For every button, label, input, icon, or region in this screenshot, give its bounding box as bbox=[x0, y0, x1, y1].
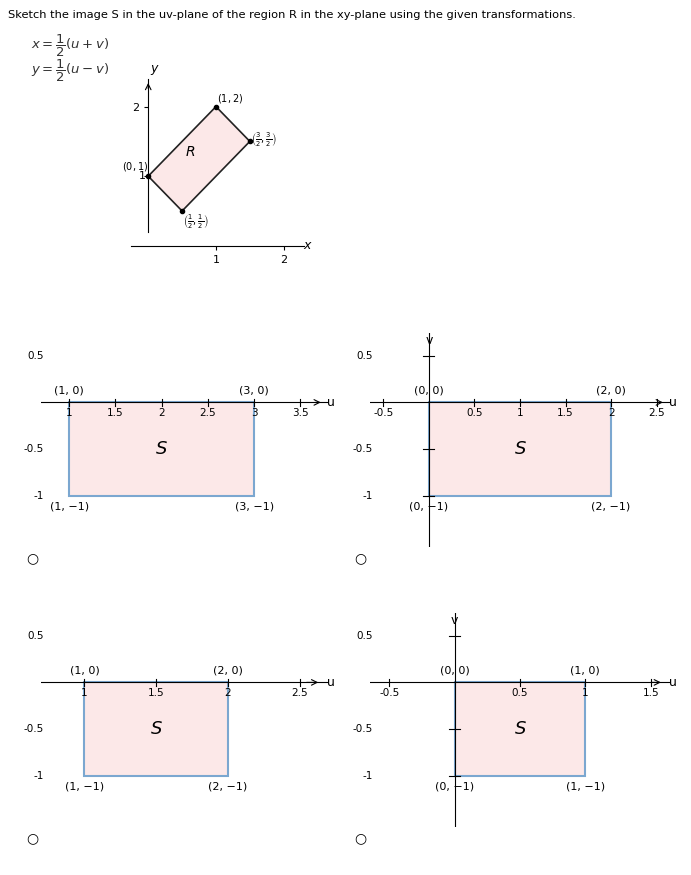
Text: (1, −1): (1, −1) bbox=[65, 781, 104, 791]
Bar bbox=[429, 402, 611, 495]
Text: -0.5: -0.5 bbox=[373, 409, 393, 418]
Text: (0, −1): (0, −1) bbox=[435, 781, 474, 791]
Text: 2: 2 bbox=[158, 409, 165, 418]
Text: 3: 3 bbox=[251, 409, 258, 418]
Text: 2.5: 2.5 bbox=[291, 689, 308, 698]
Text: 1: 1 bbox=[582, 689, 589, 698]
Text: 0.5: 0.5 bbox=[356, 631, 372, 640]
Text: 0.5: 0.5 bbox=[466, 409, 483, 418]
Text: $x$: $x$ bbox=[303, 239, 312, 252]
Text: 0.5: 0.5 bbox=[356, 351, 372, 360]
Text: (2, 0): (2, 0) bbox=[213, 666, 243, 676]
Text: 1: 1 bbox=[66, 409, 73, 418]
Text: (1, −1): (1, −1) bbox=[566, 781, 605, 791]
Text: Sketch the image S in the uv-plane of the region R in the xy-plane using the giv: Sketch the image S in the uv-plane of th… bbox=[8, 10, 576, 20]
Bar bbox=[69, 402, 254, 495]
Text: 1: 1 bbox=[139, 172, 146, 181]
Text: $S$: $S$ bbox=[513, 720, 527, 738]
Text: v: v bbox=[451, 614, 458, 627]
Text: -0.5: -0.5 bbox=[379, 689, 399, 698]
Text: (3, 0): (3, 0) bbox=[239, 386, 269, 396]
Text: $S$: $S$ bbox=[150, 720, 162, 738]
Text: (1, 0): (1, 0) bbox=[70, 666, 100, 676]
Text: $S$: $S$ bbox=[155, 440, 168, 458]
Text: (2, 0): (2, 0) bbox=[596, 386, 626, 396]
Text: 1.5: 1.5 bbox=[107, 409, 124, 418]
Text: (3, −1): (3, −1) bbox=[235, 501, 274, 511]
Text: (0, 0): (0, 0) bbox=[414, 386, 444, 396]
Text: $y = \dfrac{1}{2}(u - v)$: $y = \dfrac{1}{2}(u - v)$ bbox=[31, 58, 109, 84]
Text: -1: -1 bbox=[34, 771, 44, 780]
Text: v: v bbox=[425, 334, 433, 347]
Text: ○: ○ bbox=[354, 551, 366, 565]
Text: (1, 0): (1, 0) bbox=[571, 666, 600, 676]
Text: (2, −1): (2, −1) bbox=[208, 781, 247, 791]
Text: $y$: $y$ bbox=[149, 63, 160, 77]
Text: -0.5: -0.5 bbox=[352, 444, 372, 454]
Text: u: u bbox=[670, 396, 677, 409]
Text: -1: -1 bbox=[362, 491, 372, 500]
Text: ○: ○ bbox=[26, 551, 38, 565]
Text: 2: 2 bbox=[608, 409, 614, 418]
Text: -0.5: -0.5 bbox=[352, 724, 372, 734]
Text: (1, 0): (1, 0) bbox=[55, 386, 84, 396]
Text: $\left(\frac{1}{2}, \frac{1}{2}\right)$: $\left(\frac{1}{2}, \frac{1}{2}\right)$ bbox=[183, 213, 209, 231]
Text: 1: 1 bbox=[517, 409, 523, 418]
Text: ○: ○ bbox=[26, 831, 38, 845]
Text: 1.5: 1.5 bbox=[643, 689, 659, 698]
Text: 3.5: 3.5 bbox=[292, 409, 309, 418]
Text: u: u bbox=[327, 676, 334, 689]
Text: (1, −1): (1, −1) bbox=[50, 501, 88, 511]
Text: (0, −1): (0, −1) bbox=[409, 501, 448, 511]
Text: -1: -1 bbox=[362, 771, 372, 780]
Text: u: u bbox=[669, 676, 677, 689]
Polygon shape bbox=[149, 107, 250, 211]
Bar bbox=[84, 682, 228, 775]
Text: 1.5: 1.5 bbox=[557, 409, 574, 418]
Text: 2.5: 2.5 bbox=[200, 409, 216, 418]
Text: -0.5: -0.5 bbox=[23, 444, 44, 454]
Text: $S$: $S$ bbox=[513, 440, 527, 458]
Text: u: u bbox=[328, 396, 335, 409]
Text: 0.5: 0.5 bbox=[28, 631, 44, 640]
Text: 0.5: 0.5 bbox=[28, 351, 44, 360]
Text: $x = \dfrac{1}{2}(u + v)$: $x = \dfrac{1}{2}(u + v)$ bbox=[31, 33, 109, 60]
Text: (0, 0): (0, 0) bbox=[439, 666, 469, 676]
Text: $(1, 2)$: $(1, 2)$ bbox=[218, 92, 243, 105]
Text: 2: 2 bbox=[225, 689, 231, 698]
Text: 2.5: 2.5 bbox=[648, 409, 665, 418]
Text: 0.5: 0.5 bbox=[512, 689, 528, 698]
Text: $\left(\frac{3}{2}, \frac{3}{2}\right)$: $\left(\frac{3}{2}, \frac{3}{2}\right)$ bbox=[252, 131, 277, 149]
Text: 1.5: 1.5 bbox=[148, 689, 164, 698]
Text: $(0, 1)$: $(0, 1)$ bbox=[122, 160, 149, 172]
Text: -1: -1 bbox=[34, 491, 44, 500]
Text: (2, −1): (2, −1) bbox=[591, 501, 631, 511]
Text: $R$: $R$ bbox=[185, 145, 196, 159]
Bar bbox=[455, 682, 585, 775]
Text: 1: 1 bbox=[81, 689, 88, 698]
Text: ○: ○ bbox=[354, 831, 366, 845]
Text: -0.5: -0.5 bbox=[23, 724, 44, 734]
